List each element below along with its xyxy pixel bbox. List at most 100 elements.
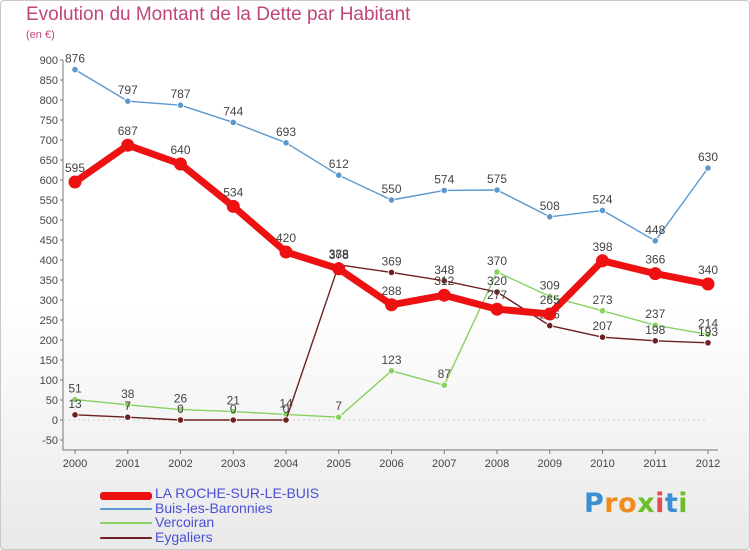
y-tick-label: 150 [40, 355, 58, 367]
data-label: 369 [381, 254, 401, 268]
data-label: 378 [329, 248, 349, 262]
data-label: 87 [438, 367, 452, 381]
data-point [704, 339, 712, 347]
data-label: 797 [118, 83, 138, 97]
y-tick-label: -50 [42, 435, 58, 447]
y-tick-label: 200 [40, 335, 58, 347]
data-label: 123 [381, 353, 401, 367]
data-point [493, 268, 501, 276]
data-point [176, 416, 185, 424]
data-point [229, 407, 237, 416]
y-tick-label: 100 [40, 375, 58, 387]
data-label: 595 [65, 161, 85, 175]
data-point [596, 254, 609, 268]
y-tick-label: 350 [40, 275, 58, 287]
data-label: 420 [276, 231, 296, 245]
data-point [71, 395, 79, 404]
y-tick-label: 550 [40, 195, 58, 207]
x-tick-label: 2008 [485, 458, 509, 470]
y-tick-label: 800 [40, 95, 58, 107]
data-point [704, 330, 712, 338]
data-point [282, 416, 290, 424]
data-point [651, 237, 659, 245]
x-tick-label: 2007 [432, 458, 456, 470]
data-label: 575 [487, 172, 507, 186]
legend-label: LA ROCHE-SUR-LE-BUIS [155, 485, 320, 501]
data-point [651, 321, 659, 329]
data-point [651, 337, 659, 345]
data-point [437, 288, 451, 302]
data-label: 320 [487, 274, 507, 288]
x-tick-label: 2006 [379, 458, 403, 470]
data-label: 309 [540, 278, 560, 292]
data-point [543, 307, 557, 321]
data-point [440, 277, 448, 285]
data-point [124, 401, 132, 409]
data-point [124, 413, 132, 421]
data-label: 612 [329, 157, 349, 171]
data-point [226, 199, 240, 213]
data-label: 876 [65, 52, 85, 66]
x-tick-label: 2012 [696, 458, 720, 470]
data-point [490, 302, 504, 316]
y-tick-label: 450 [40, 235, 58, 247]
y-tick-label: 500 [40, 215, 58, 227]
legend-label: Vercoiran [155, 514, 215, 530]
data-label: 366 [645, 253, 665, 267]
data-label: 508 [540, 199, 560, 213]
logo-letter: t [664, 488, 679, 519]
data-point [387, 196, 396, 204]
data-label: 214 [698, 316, 718, 330]
series-0: 876 797 787 744 693 612 550 574 575 508 524 448 630 [65, 52, 718, 245]
x-tick-label: 2009 [538, 458, 562, 470]
data-label: 13 [68, 397, 82, 411]
x-tick-label: 2011 [643, 458, 667, 470]
data-label: 51 [68, 382, 82, 396]
data-label: 348 [434, 263, 454, 277]
data-label: 370 [487, 254, 507, 268]
y-tick-label: 700 [40, 135, 58, 147]
data-label: 550 [381, 182, 401, 196]
data-label: 524 [592, 192, 612, 206]
data-point [279, 245, 293, 259]
data-label: 448 [645, 223, 665, 237]
data-label: 340 [698, 263, 718, 277]
legend-swatch [100, 536, 152, 539]
x-tick-label: 2002 [168, 458, 192, 470]
y-unit-label: (en €) [26, 29, 55, 41]
logo-letter: P [584, 488, 605, 519]
data-label: 640 [170, 143, 190, 157]
y-tick-label: 900 [40, 55, 58, 67]
logo-letter: i [655, 488, 665, 519]
data-point [71, 66, 79, 74]
y-tick-label: 300 [40, 295, 58, 307]
data-label: 0 [177, 402, 184, 416]
legend-swatch [100, 522, 152, 524]
y-tick-label: 850 [40, 75, 58, 87]
y-tick-label: 400 [40, 255, 58, 267]
x-tick-label: 2000 [63, 458, 87, 470]
data-label: 207 [592, 319, 612, 333]
y-tick-label: 0 [52, 415, 58, 427]
x-tick-label: 2003 [221, 458, 245, 470]
data-point [546, 213, 554, 221]
series-3: 595 687 640 534 420 378 288 312 277 265 398 366 340 [65, 124, 718, 321]
data-point [387, 268, 396, 276]
data-point [493, 186, 501, 194]
data-label: 534 [223, 185, 243, 199]
data-point [176, 405, 185, 414]
data-point [121, 138, 135, 152]
data-label: 198 [645, 323, 665, 337]
y-tick-label: 50 [46, 395, 58, 407]
legend-swatch [100, 507, 152, 510]
data-point [229, 416, 237, 424]
series-1: 51 38 26 21 14 7 123 87 370 309 273 237 214 [68, 254, 718, 421]
logo-letter: o [618, 488, 638, 519]
data-label: 693 [276, 125, 296, 139]
x-tick-label: 2004 [274, 458, 298, 470]
x-tick-label: 2005 [327, 458, 351, 470]
data-point [332, 262, 346, 276]
data-point [598, 206, 607, 214]
